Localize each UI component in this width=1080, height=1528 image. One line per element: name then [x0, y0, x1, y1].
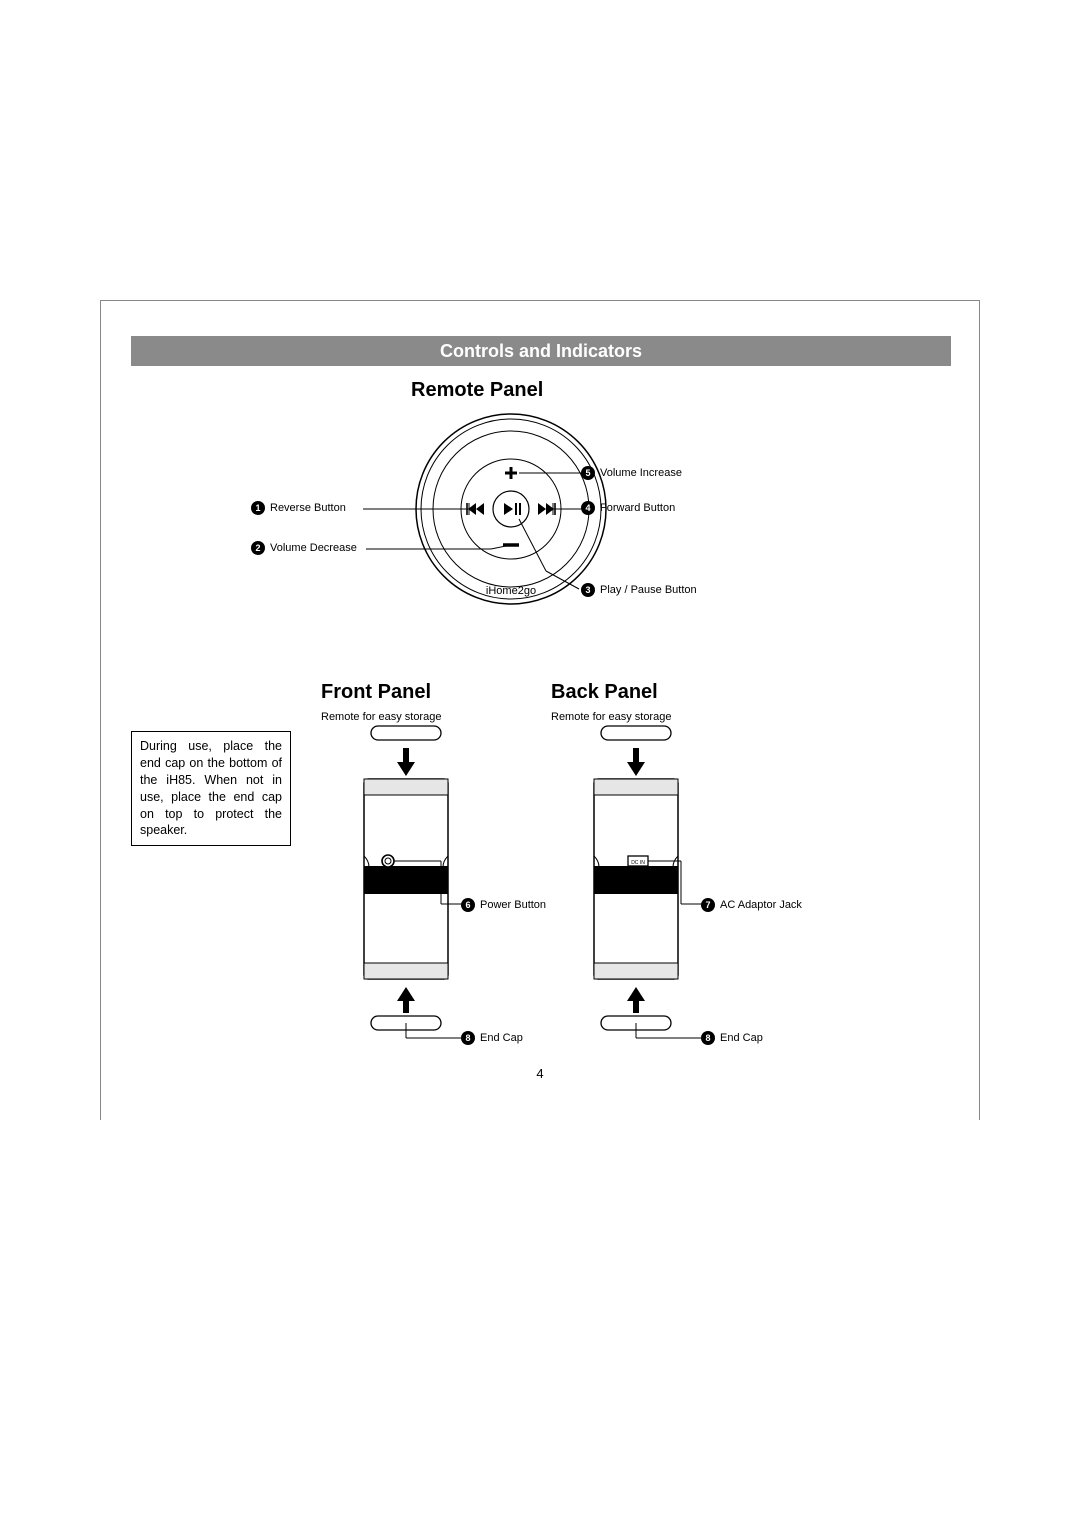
svg-text:DC IN: DC IN	[631, 860, 645, 866]
callout-endcap-front: 8 End Cap	[461, 1031, 523, 1045]
num-8-icon: 8	[461, 1031, 475, 1045]
label-endcap-front: End Cap	[480, 1032, 523, 1044]
label-volinc: Volume Increase	[600, 467, 682, 479]
callout-power: 6 Power Button	[461, 898, 546, 912]
callout-acjack: 7 AC Adaptor Jack	[701, 898, 802, 912]
num-8b-icon: 8	[701, 1031, 715, 1045]
num-2-icon: 2	[251, 541, 265, 555]
callout-voldec: 2 Volume Decrease	[251, 541, 357, 555]
heading-front: Front Panel	[321, 681, 431, 704]
front-device-diagram	[316, 716, 506, 1046]
label-acjack: AC Adaptor Jack	[720, 899, 802, 911]
num-6-icon: 6	[461, 898, 475, 912]
num-7-icon: 7	[701, 898, 715, 912]
label-forward: Forward Button	[600, 502, 675, 514]
page-frame: Controls and Indicators Remote Panel	[100, 300, 980, 1120]
num-1-icon: 1	[251, 501, 265, 515]
callout-volinc: 5 Volume Increase	[581, 466, 682, 480]
label-endcap-back: End Cap	[720, 1032, 763, 1044]
usage-note: During use, place the end cap on the bot…	[131, 731, 291, 846]
label-voldec: Volume Decrease	[270, 542, 357, 554]
num-3-icon: 3	[581, 583, 595, 597]
callout-forward: 4 Forward Button	[581, 501, 675, 515]
remote-leaders	[101, 301, 981, 621]
page-number: 4	[101, 1066, 979, 1081]
label-power: Power Button	[480, 899, 546, 911]
back-device-diagram: DC IN	[546, 716, 736, 1046]
heading-back: Back Panel	[551, 681, 658, 704]
callout-endcap-back: 8 End Cap	[701, 1031, 763, 1045]
callout-reverse: 1 Reverse Button	[251, 501, 346, 515]
label-reverse: Reverse Button	[270, 502, 346, 514]
num-5-icon: 5	[581, 466, 595, 480]
num-4-icon: 4	[581, 501, 595, 515]
label-playpause: Play / Pause Button	[600, 584, 697, 596]
callout-playpause: 3 Play / Pause Button	[581, 583, 697, 597]
